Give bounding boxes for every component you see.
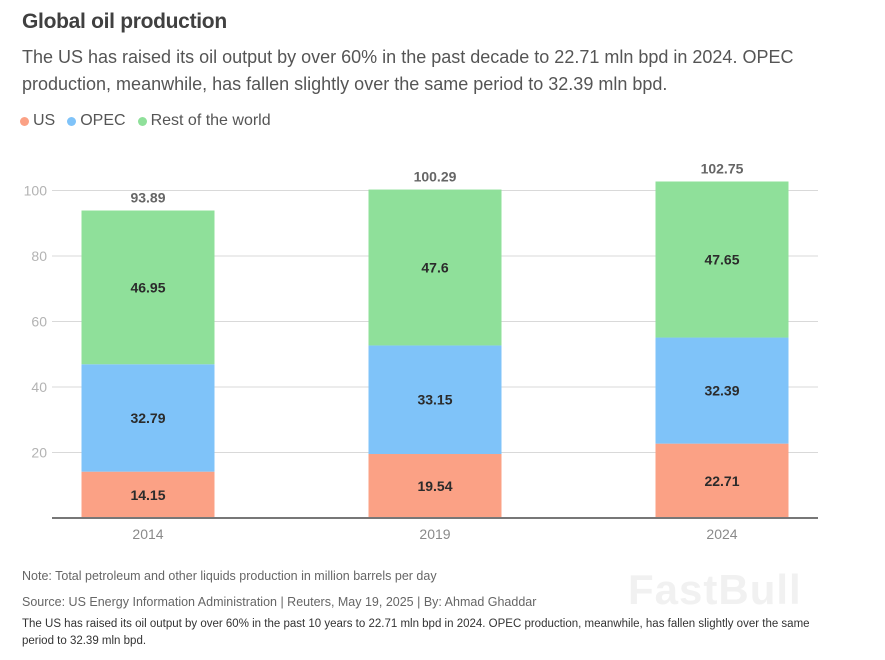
- chart-title: Global oil production: [22, 10, 227, 33]
- legend-item-rest-of-world: Rest of the world: [137, 112, 271, 130]
- bar-segment-us-2014: [81, 471, 215, 518]
- total-label-2014: 93.89: [130, 190, 165, 206]
- source-line: Source: US Energy Information Administra…: [22, 595, 537, 609]
- bar-segment-us-2019: [368, 454, 502, 518]
- legend-item-opec: OPEC: [67, 112, 126, 130]
- legend-label-us: US: [33, 112, 56, 129]
- y-tick-label-40: 40: [31, 379, 47, 395]
- footnote: Note: Total petroleum and other liquids …: [22, 569, 437, 583]
- legend-swatch-opec: [67, 116, 77, 126]
- total-label-2024: 102.75: [701, 160, 744, 176]
- data-label-us-2024: 22.71: [704, 473, 739, 489]
- bar-segment-rest-of-the-world-2014: [81, 210, 215, 365]
- data-label-us-2019: 19.54: [417, 478, 452, 494]
- legend: US OPEC Rest of the world: [20, 112, 271, 130]
- x-tick-label-2014: 2014: [132, 526, 163, 542]
- bar-segment-rest-of-the-world-2024: [655, 181, 789, 338]
- legend-label-rest-of-world: Rest of the world: [150, 112, 271, 129]
- y-tick-label-20: 20: [31, 445, 47, 461]
- data-label-rest-of-the-world-2019: 47.6: [421, 259, 448, 275]
- data-label-opec-2014: 32.79: [130, 410, 165, 426]
- data-label-opec-2024: 32.39: [704, 383, 739, 399]
- y-tick-label-60: 60: [31, 314, 47, 330]
- bar-segment-rest-of-the-world-2019: [368, 189, 502, 346]
- legend-swatch-us: [20, 116, 29, 126]
- y-tick-label-80: 80: [31, 248, 47, 264]
- bar-segment-opec-2014: [81, 364, 215, 472]
- chart-subtitle: The US has raised its oil output by over…: [22, 47, 794, 94]
- data-label-rest-of-the-world-2024: 47.65: [704, 252, 739, 268]
- caption: The US has raised its oil output by over…: [22, 618, 810, 647]
- bar-segment-opec-2024: [655, 337, 789, 444]
- bar-segment-opec-2019: [368, 345, 502, 455]
- x-tick-label-2019: 2019: [419, 526, 450, 542]
- bar-segment-us-2024: [655, 443, 789, 518]
- legend-swatch-rest-of-world: [137, 116, 147, 126]
- y-tick-label-100: 100: [24, 183, 48, 199]
- total-label-2019: 100.29: [414, 169, 457, 185]
- legend-item-us: US: [20, 112, 55, 130]
- data-label-rest-of-the-world-2014: 46.95: [130, 279, 165, 295]
- stacked-bar-chart: 20 40 60 80 100 14.15 32.79 46.95 93.89 2014 19.54…: [24, 160, 818, 542]
- x-tick-label-2024: 2024: [706, 526, 737, 542]
- data-label-opec-2019: 33.15: [417, 392, 452, 408]
- legend-label-opec: OPEC: [80, 112, 126, 129]
- data-label-us-2014: 14.15: [130, 487, 165, 503]
- watermark: FastBull: [628, 566, 802, 613]
